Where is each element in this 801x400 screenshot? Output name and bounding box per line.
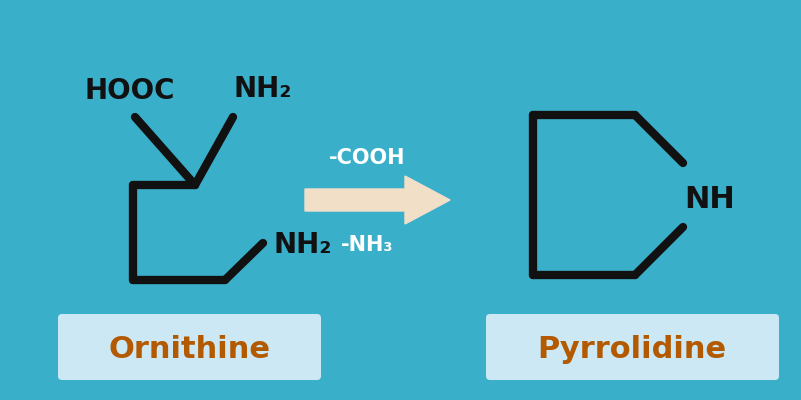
Text: NH: NH: [685, 184, 735, 214]
Text: Pyrrolidine: Pyrrolidine: [537, 336, 727, 364]
Text: Ornithine: Ornithine: [109, 336, 271, 364]
Text: NH₂: NH₂: [234, 75, 292, 103]
Text: -NH₃: -NH₃: [341, 235, 394, 255]
FancyBboxPatch shape: [486, 314, 779, 380]
FancyArrow shape: [305, 176, 450, 224]
Text: NH₂: NH₂: [274, 231, 332, 259]
Text: -COOH: -COOH: [329, 148, 406, 168]
Text: HOOC: HOOC: [85, 77, 175, 105]
FancyBboxPatch shape: [58, 314, 321, 380]
